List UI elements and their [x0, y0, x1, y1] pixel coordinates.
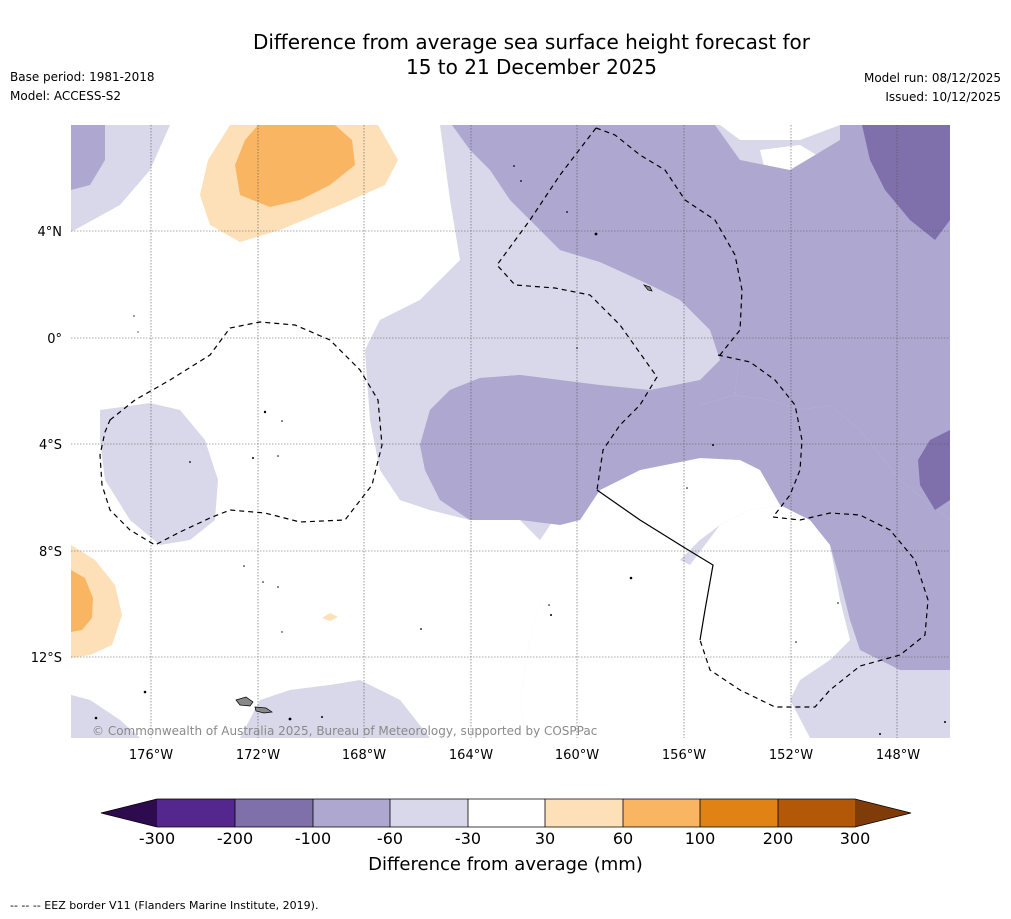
lon-label: 168°W — [342, 748, 386, 763]
colorbar-segment — [468, 799, 545, 827]
lat-label: 12°S — [31, 651, 62, 666]
colorbar-tick: 200 — [763, 829, 794, 848]
colorbar-segment — [157, 799, 235, 827]
lon-label: 164°W — [449, 748, 493, 763]
model-name: Model: ACCESS-S2 — [10, 89, 122, 103]
colorbar-tick: -30 — [455, 829, 481, 848]
meta-left: Base period: 1981-2018 Model: ACCESS-S2 — [10, 68, 155, 106]
lat-label: 0° — [47, 332, 62, 347]
model-run: Model run: 08/12/2025 — [863, 71, 1001, 85]
title-line-2: 15 to 21 December 2025 — [405, 55, 657, 79]
colorbar-outline — [100, 798, 912, 828]
colorbar: -300 -200 -100 -60 -30 30 60 100 200 300 — [100, 798, 912, 848]
colorbar-tick: 300 — [840, 829, 871, 848]
copyright-notice: © Commonwealth of Australia 2025, Bureau… — [92, 724, 598, 738]
colorbar-dividers — [234, 799, 779, 827]
issued-date: Issued: 10/12/2025 — [885, 90, 1001, 104]
colorbar-tick-labels: -300 -200 -100 -60 -30 30 60 100 200 300 — [139, 829, 870, 848]
eez-legend-note: -- -- -- EEZ border V11 (Flanders Marine… — [10, 899, 319, 912]
base-period: Base period: 1981-2018 — [10, 70, 155, 84]
lon-label: 160°W — [555, 748, 599, 763]
colorbar-tick: -100 — [295, 829, 331, 848]
anomaly-band-minus100 — [862, 125, 950, 510]
colorbar-tick: 60 — [613, 829, 633, 848]
anomaly-band-positive — [71, 125, 398, 658]
lon-label: 172°W — [236, 748, 280, 763]
meta-right: Model run: 08/12/2025 Issued: 10/12/2025 — [864, 69, 1001, 107]
map-area — [71, 125, 950, 738]
lat-label: 4°N — [38, 225, 63, 240]
colorbar-segment — [313, 799, 390, 827]
lon-label: 156°W — [662, 748, 706, 763]
lat-label: 8°S — [39, 545, 62, 560]
lat-label: 4°S — [39, 438, 62, 453]
colorbar-extend-high — [855, 799, 911, 827]
eez-solid-border — [596, 489, 714, 641]
lon-label: 152°W — [769, 748, 813, 763]
colorbar-tick: 100 — [685, 829, 716, 848]
colorbar-segment — [545, 799, 623, 827]
map-title: Difference from average sea surface heig… — [0, 30, 1011, 80]
islands — [235, 284, 653, 714]
colorbar-title: Difference from average (mm) — [368, 854, 643, 875]
latitude-labels: 4°N 0° 4°S 8°S 12°S — [31, 225, 62, 666]
colorbar-tick: -60 — [377, 829, 403, 848]
colorbar-segment — [235, 799, 313, 827]
lon-label: 176°W — [129, 748, 173, 763]
colorbar-tick: -300 — [139, 829, 175, 848]
lon-label: 148°W — [876, 748, 920, 763]
atolls — [94, 165, 946, 735]
colorbar-tick: -200 — [217, 829, 253, 848]
colorbar-extend-low — [101, 799, 157, 827]
eez-borders — [99, 127, 929, 708]
anomaly-band-minus60 — [71, 125, 950, 670]
colorbar-segment — [700, 799, 778, 827]
graticule — [71, 125, 950, 738]
colorbar-segment — [778, 799, 855, 827]
longitude-labels: 176°W 172°W 168°W 164°W 160°W 156°W 152°… — [129, 748, 920, 763]
title-line-1: Difference from average sea surface heig… — [252, 30, 811, 54]
colorbar-segment — [390, 799, 468, 827]
colorbar-segment — [623, 799, 700, 827]
colorbar-tick: 30 — [535, 829, 555, 848]
